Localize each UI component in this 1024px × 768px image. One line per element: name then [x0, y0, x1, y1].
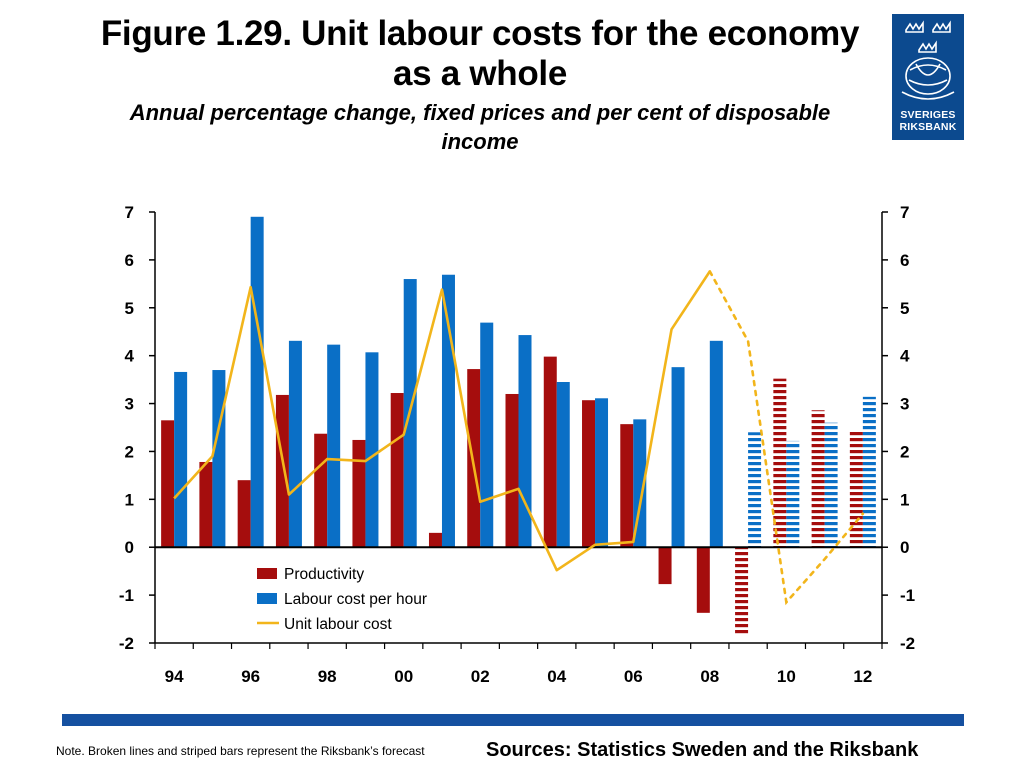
x-tick-label: 04 — [547, 667, 566, 686]
productivity-bar — [696, 547, 710, 613]
chart-legend: Productivity Labour cost per hour Unit lab… — [240, 553, 525, 639]
chart-title-line1: Figure 1.29. Unit labour costs for the e… — [100, 14, 860, 53]
productivity-bar — [658, 547, 672, 585]
x-tick-label: 96 — [241, 667, 260, 686]
y-tick-label-right: -1 — [900, 586, 915, 605]
labour-cost-bar — [365, 352, 379, 548]
riksbank-logo: SVERIGES RIKSBANK — [892, 14, 964, 140]
labour-cost-bar — [786, 440, 800, 548]
productivity-bar — [199, 461, 213, 548]
y-tick-label-left: 7 — [125, 203, 134, 222]
labour-cost-bar — [441, 274, 455, 548]
y-tick-label-right: 1 — [900, 490, 909, 509]
labour-cost-bar — [633, 419, 647, 548]
productivity-bar — [467, 369, 481, 548]
productivity-bar — [773, 378, 787, 548]
productivity-bar — [735, 547, 749, 635]
productivity-bar — [390, 393, 404, 548]
legend-swatch-productivity — [257, 568, 277, 579]
labour-cost-bar — [556, 382, 570, 548]
axes-group: -2 -2-1 -10 01 12 23 34 45 56 67 794 96 98 00 02 04 06 08… — [119, 203, 915, 686]
productivity-bar — [811, 410, 825, 548]
productivity-bar — [352, 439, 366, 548]
x-tick-label: 94 — [165, 667, 184, 686]
chart-title: Figure 1.29. Unit labour costs for the e… — [40, 14, 920, 94]
productivity-bar — [314, 433, 328, 548]
productivity-bar — [161, 420, 175, 548]
unit-labour-cost-forecast-line — [708, 270, 865, 606]
legend-label-productivity: Productivity — [284, 566, 364, 583]
legend-swatch-labour-cost — [257, 593, 277, 604]
line-group — [173, 270, 865, 606]
logo-text-line1: SVERIGES — [900, 109, 956, 121]
labour-cost-bar — [327, 344, 341, 548]
labour-cost-bar — [709, 340, 723, 548]
labour-cost-bar — [748, 432, 762, 548]
footer-divider-bar — [62, 714, 964, 726]
labour-cost-bar — [862, 396, 876, 548]
labour-cost-bar — [671, 367, 685, 548]
bars-group — [155, 216, 882, 635]
y-tick-label-left: 0 — [125, 538, 134, 557]
labour-cost-bar — [288, 340, 302, 548]
y-tick-label-left: -1 — [119, 586, 134, 605]
labour-cost-bar — [518, 335, 532, 548]
sources-text: Sources: Statistics Sweden and the Riksb… — [486, 737, 919, 763]
y-tick-label-right: 0 — [900, 538, 909, 557]
labour-cost-bar — [212, 370, 226, 548]
y-tick-label-right: 3 — [900, 395, 909, 414]
productivity-bar — [237, 480, 251, 548]
logo-text-line2: RIKSBANK — [899, 121, 957, 133]
legend-label-unit-labour-cost: Unit labour cost — [284, 616, 392, 633]
productivity-bar — [620, 424, 634, 548]
productivity-bar — [849, 431, 863, 548]
crown-emblem-icon — [901, 20, 955, 100]
chart-title-line2: as a whole — [392, 54, 568, 93]
y-tick-label-right: -2 — [900, 634, 915, 653]
chart-subtitle-line1: Annual percentage change, fixed prices a… — [129, 100, 831, 125]
y-tick-label-left: 5 — [125, 299, 134, 318]
productivity-bar — [543, 356, 557, 548]
productivity-bar — [505, 393, 519, 548]
chart-svg: -2 -2-1 -10 01 12 23 34 45 56 67 794 96 98 00 02 04 06 08… — [119, 203, 915, 686]
y-tick-label-right: 2 — [900, 442, 909, 461]
y-tick-label-left: 6 — [125, 251, 134, 270]
unit-labour-cost-line — [173, 270, 711, 572]
x-tick-label: 08 — [700, 667, 719, 686]
x-tick-label: 06 — [624, 667, 643, 686]
labour-cost-bar — [250, 216, 264, 548]
y-tick-label-left: 4 — [125, 347, 135, 366]
y-tick-label-right: 4 — [900, 347, 910, 366]
productivity-bar — [582, 400, 596, 548]
labour-cost-bar — [174, 371, 188, 548]
productivity-bar — [275, 394, 289, 548]
x-tick-label: 98 — [318, 667, 337, 686]
chart-subtitle-line2: income — [441, 129, 519, 154]
y-tick-label-left: 1 — [125, 490, 134, 509]
y-tick-label-right: 6 — [900, 251, 909, 270]
y-tick-label-left: 2 — [125, 442, 134, 461]
legend-background — [240, 553, 525, 639]
legend-label-labour-cost: Labour cost per hour — [284, 591, 427, 608]
y-tick-label-left: 3 — [125, 395, 134, 414]
x-tick-label: 12 — [853, 667, 872, 686]
x-tick-label: 10 — [777, 667, 796, 686]
x-tick-label: 02 — [471, 667, 490, 686]
labour-cost-bar — [480, 322, 494, 548]
y-tick-label-right: 7 — [900, 203, 909, 222]
labour-cost-bar — [824, 422, 838, 548]
y-tick-label-right: 5 — [900, 299, 909, 318]
productivity-bar — [428, 532, 442, 548]
chart-subtitle: Annual percentage change, fixed prices a… — [40, 98, 920, 156]
forecast-note: Note. Broken lines and striped bars repr… — [56, 744, 425, 758]
x-tick-label: 00 — [394, 667, 413, 686]
labour-cost-bar — [595, 398, 609, 548]
y-tick-label-left: -2 — [119, 634, 134, 653]
